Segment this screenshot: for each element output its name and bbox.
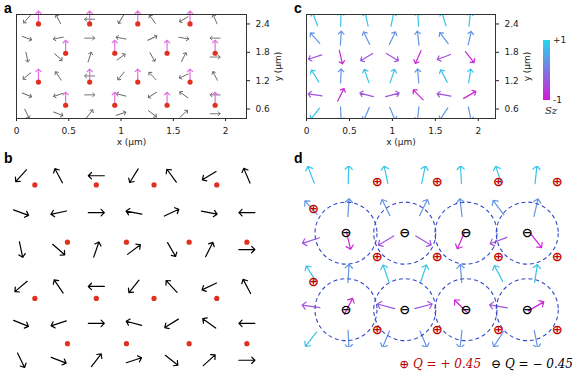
svg-text:+1: +1: [553, 35, 566, 45]
svg-text:2.4: 2.4: [505, 19, 520, 29]
svg-text:⊕: ⊕: [432, 174, 443, 189]
html-text:b: b: [4, 150, 13, 166]
html-text:⊕ Q = + 0.45: ⊕ Q = + 0.45: [399, 357, 481, 371]
html-text:c: c: [294, 0, 302, 16]
svg-text:x (μm): x (μm): [386, 137, 416, 147]
svg-text:⊕: ⊕: [493, 322, 504, 337]
svg-text:1.8: 1.8: [256, 47, 271, 57]
svg-text:⊕: ⊕: [552, 249, 563, 264]
svg-text:⊕: ⊕: [372, 249, 383, 264]
html-text:d: d: [294, 150, 303, 166]
svg-text:⊕: ⊕: [552, 174, 563, 189]
svg-text:x (μm): x (μm): [117, 137, 147, 147]
svg-text:0: 0: [14, 126, 20, 136]
svg-text:⊕: ⊕: [432, 322, 443, 337]
svg-text:⊕: ⊕: [308, 274, 319, 289]
svg-text:⊖: ⊖: [522, 225, 533, 240]
svg-text:1.5: 1.5: [166, 126, 180, 136]
html-text:a: a: [4, 0, 12, 16]
svg-text:2.4: 2.4: [256, 19, 271, 29]
svg-text:⊕: ⊕: [493, 174, 504, 189]
svg-text:⊖: ⊖: [341, 225, 352, 240]
svg-text:⊕: ⊕: [372, 174, 383, 189]
svg-text:y (μm): y (μm): [273, 52, 283, 82]
svg-text:2: 2: [223, 126, 229, 136]
svg-text:⊖: ⊖: [399, 302, 410, 317]
svg-text:2: 2: [475, 126, 481, 136]
svg-text:⊕: ⊕: [552, 322, 563, 337]
svg-text:⊕: ⊕: [432, 249, 443, 264]
svg-text:1.5: 1.5: [428, 126, 442, 136]
svg-text:0.5: 0.5: [342, 126, 356, 136]
svg-text:0.5: 0.5: [62, 126, 76, 136]
svg-text:⊖: ⊖: [461, 302, 472, 317]
svg-text:0.6: 0.6: [256, 104, 271, 114]
svg-text:1.2: 1.2: [256, 76, 270, 86]
svg-text:⊖: ⊖: [461, 225, 472, 240]
svg-text:y (μm): y (μm): [522, 52, 532, 82]
svg-text:⊖: ⊖: [341, 302, 352, 317]
svg-text:Sz: Sz: [545, 105, 558, 116]
svg-text:1.8: 1.8: [505, 47, 520, 57]
svg-text:⊖: ⊖: [522, 302, 533, 317]
html-text:⊖ Q = − 0.45: ⊖ Q = − 0.45: [491, 357, 573, 371]
svg-text:-1: -1: [553, 95, 562, 105]
svg-text:1: 1: [390, 126, 396, 136]
svg-text:⊕: ⊕: [308, 201, 319, 216]
svg-text:1: 1: [118, 126, 124, 136]
svg-text:1.2: 1.2: [505, 76, 519, 86]
svg-text:0.6: 0.6: [505, 104, 520, 114]
svg-text:0: 0: [304, 126, 310, 136]
svg-text:⊕: ⊕: [493, 249, 504, 264]
svg-text:⊖: ⊖: [399, 225, 410, 240]
svg-text:⊕: ⊕: [372, 322, 383, 337]
